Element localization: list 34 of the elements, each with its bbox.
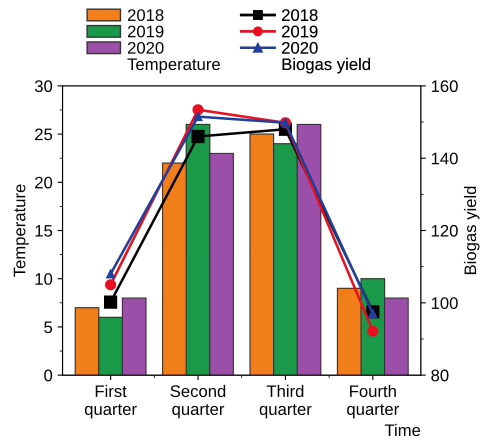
y-tick-label: 30 (34, 80, 52, 92)
y-tick-label: 25 (35, 128, 52, 140)
y2-tick-label: 160 (432, 80, 458, 92)
y-tick-label: 20 (35, 176, 52, 189)
x-tick-label: Third quarter (260, 384, 312, 418)
x-tick-label: Second quarter (170, 384, 226, 418)
y-tick-label: 0 (44, 370, 52, 382)
y-axis-title: Temperature (14, 184, 29, 277)
y-tick-label: 5 (44, 322, 52, 334)
legend-label: 2020 (128, 42, 164, 54)
y2-axis-title: Biogas yield (464, 186, 480, 274)
y2-tick-label: 80 (431, 370, 448, 382)
legend-label: 2018 (282, 9, 318, 22)
x-tick-label: Fourth quarter (347, 384, 399, 418)
point (106, 269, 116, 278)
y2-tick-label: 100 (432, 297, 458, 310)
legend-label: 2018 (128, 9, 164, 22)
text: Biogas yield (282, 58, 370, 74)
y-tick-label: 10 (36, 273, 52, 285)
legend-label: 2020 (282, 42, 318, 54)
point (105, 279, 116, 290)
y2-tick-label: 120 (432, 224, 458, 237)
legend-label: 2019 (282, 26, 318, 38)
point (367, 325, 378, 337)
point (192, 104, 204, 116)
point (193, 112, 203, 122)
x-tick-label: First quarter (84, 384, 137, 418)
y-tick-label: 15 (36, 225, 52, 237)
point (104, 296, 118, 309)
x-axis-title: Time (384, 424, 420, 436)
legend-label: 2019 (128, 26, 164, 38)
text: Temperature (127, 58, 220, 74)
y2-tick-label: 140 (432, 152, 458, 164)
point (191, 130, 205, 144)
